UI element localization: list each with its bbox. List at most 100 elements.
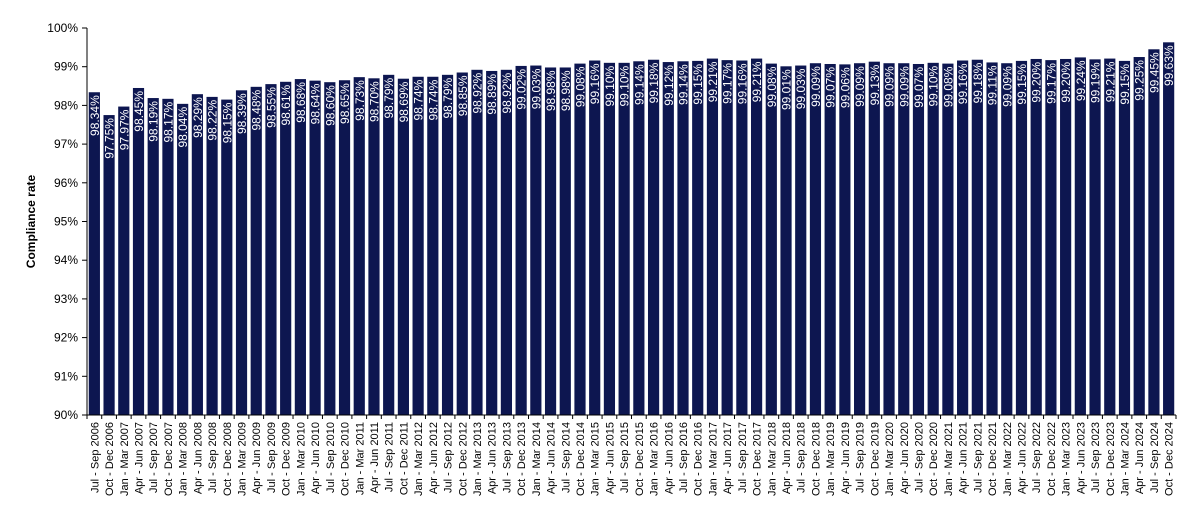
- data-label: 98.89%: [485, 74, 499, 115]
- y-tick-label: 98%: [54, 98, 78, 112]
- x-tick-label: Jul - Sep 2020: [913, 422, 925, 493]
- data-label: 99.08%: [765, 66, 779, 107]
- bar: [868, 61, 880, 415]
- x-tick-label: Jul - Sep 2019: [855, 422, 867, 493]
- data-label: 99.21%: [706, 61, 720, 102]
- x-tick-label: Apr - Jun 2022: [1016, 422, 1028, 494]
- x-tick-label: Apr - Jun 2010: [310, 422, 322, 494]
- bar: [957, 60, 969, 416]
- data-label: 98.69%: [397, 81, 411, 122]
- data-labels-group: 98.34%97.75% 97.97% 98.45% 98.19% 98.17% 98.0…: [88, 45, 1176, 159]
- bar: [456, 72, 468, 415]
- data-label: 98.68%: [294, 82, 308, 123]
- data-label: 99.01%: [780, 69, 794, 110]
- data-label: 99.09%: [853, 66, 867, 107]
- bar: [765, 63, 777, 415]
- data-label: 98.48%: [250, 89, 264, 130]
- x-tick-label: Jan - Mar 2022: [1002, 422, 1014, 496]
- bar: [383, 74, 395, 416]
- y-axis-title: Compliance rate: [24, 174, 38, 268]
- bar: [294, 79, 306, 416]
- y-tick-label: 95%: [54, 215, 78, 229]
- bar: [662, 62, 674, 415]
- x-tick-label: Jan - Mar 2011: [354, 422, 366, 495]
- data-label: 97.97%: [117, 109, 131, 150]
- data-label: 99.08%: [573, 66, 587, 107]
- bar: [795, 65, 807, 415]
- x-tick-label: Oct - Dec 2022: [1046, 422, 1058, 496]
- bar: [912, 63, 925, 416]
- y-axis-title-group: Compliance rate: [24, 174, 38, 268]
- x-tick-label: Jul - Sep 2017: [737, 422, 749, 493]
- y-tick-label: 93%: [54, 292, 78, 306]
- x-tick-label: Oct - Dec 2018: [810, 422, 822, 496]
- bar: [721, 60, 733, 415]
- data-label: 99.24%: [1074, 60, 1088, 101]
- bar: [368, 78, 380, 415]
- data-label: 99.20%: [1030, 62, 1044, 103]
- x-tick-label: Jul - Sep 2021: [972, 422, 984, 493]
- data-label: 98.22%: [206, 100, 220, 141]
- data-label: 99.08%: [941, 66, 955, 107]
- x-tick-label: Jul - Sep 2023: [1090, 422, 1102, 493]
- x-tick-label: Jul - Sep 2015: [619, 422, 631, 493]
- x-tick-label: Oct - Dec 2013: [516, 422, 528, 496]
- data-label: 99.10%: [927, 66, 941, 107]
- data-label: 99.16%: [956, 63, 970, 104]
- x-tick-label: Jan - Mar 2007: [119, 422, 131, 496]
- data-label: 99.13%: [868, 64, 882, 105]
- data-label: 99.15%: [1118, 64, 1132, 105]
- bar: [927, 62, 939, 415]
- data-label: 99.09%: [883, 66, 897, 107]
- bar: [854, 63, 866, 415]
- data-label: 99.63%: [1162, 45, 1176, 86]
- bar: [427, 76, 439, 416]
- x-tick-label: Oct - Dec 2006: [104, 422, 116, 496]
- bar: [500, 69, 513, 416]
- data-label: 98.45%: [132, 91, 146, 132]
- bar: [692, 60, 704, 416]
- data-label: 99.09%: [809, 66, 823, 107]
- x-tick-label: Oct - Dec 2007: [163, 422, 175, 496]
- data-label: 98.64%: [309, 83, 323, 124]
- data-label: 99.18%: [971, 62, 985, 103]
- data-label: 98.85%: [456, 75, 470, 116]
- data-label: 99.09%: [1000, 66, 1014, 107]
- x-tick-label: Apr - Jun 2012: [428, 422, 440, 494]
- data-label: 98.73%: [353, 80, 367, 121]
- x-tick-label: Jan - Mar 2020: [884, 422, 896, 496]
- x-tick-label: Jul - Sep 2018: [796, 422, 808, 493]
- bar: [559, 67, 571, 415]
- y-tick-label: 91%: [54, 369, 78, 383]
- data-label: 99.12%: [662, 65, 676, 106]
- bar: [986, 62, 998, 416]
- x-tick-label: Jul - Sep 2022: [1031, 422, 1043, 493]
- data-label: 98.79%: [441, 78, 455, 119]
- bar: [750, 58, 763, 416]
- data-label: 99.10%: [603, 66, 617, 107]
- x-tick-label: Jan - Mar 2009: [237, 422, 249, 496]
- x-tick-label: Jan - Mar 2015: [590, 422, 602, 496]
- bar: [177, 103, 189, 416]
- data-label: 98.55%: [264, 87, 278, 128]
- x-tick-label: Apr - Jun 2013: [487, 422, 499, 494]
- x-tick-label: Jan - Mar 2012: [413, 422, 425, 496]
- data-label: 99.06%: [838, 67, 852, 108]
- x-tick-label: Apr - Jun 2009: [251, 422, 263, 494]
- x-tick-label: Apr - Jun 2014: [546, 422, 558, 494]
- x-tick-label: Apr - Jun 2024: [1134, 422, 1146, 494]
- bar: [486, 70, 498, 415]
- y-tick-label: 96%: [54, 176, 78, 190]
- bar: [132, 87, 145, 416]
- x-tick-label: Jan - Mar 2013: [472, 422, 484, 496]
- bar: [883, 63, 895, 415]
- data-label: 98.29%: [191, 97, 205, 138]
- x-tick-label: Jan - Mar 2024: [1119, 422, 1131, 496]
- bar: [677, 61, 689, 415]
- x-tick-label: Jan - Mar 2014: [531, 422, 543, 496]
- data-label: 98.65%: [338, 83, 352, 124]
- data-label: 99.45%: [1147, 52, 1161, 93]
- bar: [206, 96, 218, 416]
- data-label: 99.17%: [1044, 63, 1058, 104]
- x-tick-label: Jul - Sep 2007: [148, 422, 160, 493]
